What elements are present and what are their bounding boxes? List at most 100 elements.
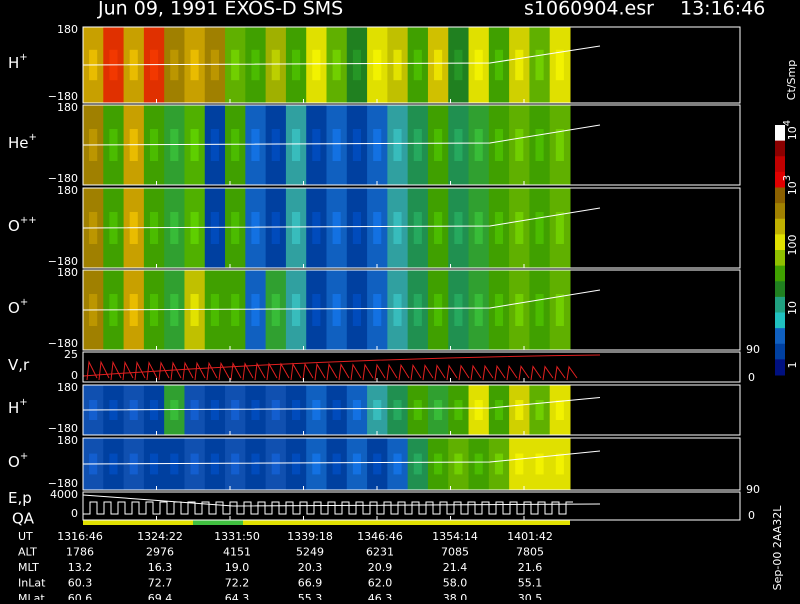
axis-top-label: 4000 — [50, 488, 78, 501]
spectrogram-core — [352, 49, 361, 81]
spectrogram-core — [494, 49, 504, 81]
panel-label-sup: + — [20, 297, 28, 308]
spectrogram-core — [251, 453, 260, 475]
spectrogram-core — [535, 400, 544, 420]
panel-label-sup: ++ — [20, 215, 37, 226]
spectrogram-core — [413, 294, 422, 326]
spectrogram-core — [251, 212, 260, 244]
range-trace — [82, 354, 601, 377]
cell: 5249 — [296, 546, 324, 559]
axis-bottom-label: −180 — [48, 90, 78, 103]
title: Jun 09, 1991 EXOS-D SMS — [97, 0, 343, 20]
colorbar-label-base: 100 — [786, 235, 799, 256]
spectrogram-core — [231, 453, 240, 475]
panel-frame — [82, 437, 741, 491]
trace-line — [82, 207, 601, 229]
spectrogram-core — [271, 453, 280, 475]
spectrogram-core — [210, 49, 219, 81]
spectrogram-core — [312, 212, 321, 244]
cell: 1316:46 — [57, 530, 103, 543]
cell: 46.3 — [368, 592, 393, 600]
panel-label: O+ — [8, 297, 28, 317]
trace-line — [82, 124, 601, 146]
spectrogram-core — [535, 212, 544, 244]
spectrogram-core — [515, 49, 524, 81]
footer: Sep-00 2AA32L — [771, 505, 784, 591]
qa-label: QA — [12, 510, 35, 528]
spectrogram-core — [292, 453, 301, 475]
spectrogram-core — [434, 453, 443, 475]
row-label: UT — [18, 530, 33, 543]
colorbar-label-base: 10 — [786, 181, 799, 195]
spectrogram-core — [312, 294, 321, 326]
spectrogram-core — [251, 129, 260, 161]
spectrogram-core — [210, 400, 219, 420]
panel-frame — [82, 384, 741, 436]
colorbar-cell — [775, 281, 785, 298]
spectrogram-core — [332, 129, 341, 161]
spectrogram-core — [231, 49, 240, 81]
spectrogram-core — [231, 400, 240, 420]
axis-top-label: 180 — [57, 434, 78, 447]
trace-line — [82, 45, 601, 66]
spectrogram-core — [292, 212, 301, 244]
cell: 66.9 — [298, 577, 323, 590]
cell: 16.3 — [148, 561, 173, 574]
qa-bar-good — [193, 520, 243, 525]
pitch-trace — [82, 494, 601, 507]
cell: 4151 — [223, 546, 251, 559]
cell: 62.0 — [368, 577, 393, 590]
spectrogram-core — [190, 49, 199, 81]
colorbar-cell — [775, 218, 785, 235]
cell: 30.5 — [518, 592, 543, 600]
spectrogram-core — [555, 129, 564, 161]
spectrogram-core — [312, 400, 321, 420]
cell: 1354:14 — [432, 530, 478, 543]
trace-line — [82, 450, 601, 465]
cell: 64.3 — [225, 592, 250, 600]
colorbar-label: 1 — [786, 362, 799, 369]
spectrogram-core — [332, 294, 341, 326]
axis-bottom-label: −180 — [48, 477, 78, 490]
cell: 1786 — [66, 546, 94, 559]
right-axis-top: 90 — [746, 483, 760, 496]
spectrogram-core — [555, 212, 564, 244]
cell: 60.6 — [68, 592, 93, 600]
spectrogram-core — [454, 400, 463, 420]
row-label: MLat — [18, 592, 45, 600]
spectrogram-core — [271, 129, 280, 161]
spectrogram-core — [494, 212, 504, 244]
spectrogram-core — [474, 129, 483, 161]
spectrogram-core — [352, 129, 361, 161]
spectrogram-core — [555, 294, 564, 326]
spectrogram-core — [434, 400, 443, 420]
panel-label-base: O — [8, 453, 20, 471]
cell: 1401:42 — [507, 530, 553, 543]
cell: 20.3 — [298, 561, 323, 574]
spectrogram-core — [515, 453, 524, 475]
spectrogram-core — [332, 453, 341, 475]
spectrogram-core — [555, 49, 564, 81]
panel-label: He+ — [8, 132, 37, 152]
spectrogram-core — [352, 294, 361, 326]
spectrogram-core — [231, 294, 240, 326]
spectrogram-core — [413, 212, 422, 244]
spectrogram-core — [271, 294, 280, 326]
spectrogram-core — [231, 129, 240, 161]
cell: 1339:18 — [287, 530, 333, 543]
panel-label-base: V,r — [8, 356, 30, 374]
right-axis-bottom: 0 — [748, 371, 755, 384]
cell: 69.4 — [148, 592, 173, 600]
spectrogram-core — [210, 129, 219, 161]
spectrogram-core — [231, 212, 240, 244]
cell: 55.1 — [518, 577, 543, 590]
spectrogram-core — [494, 453, 504, 475]
colorbar-cell — [775, 296, 785, 313]
trace-line — [82, 289, 601, 311]
cell: 2976 — [146, 546, 174, 559]
spectrogram-core — [251, 400, 260, 420]
axis-top-label: 180 — [57, 23, 78, 36]
spectrogram-core — [515, 129, 524, 161]
axis-bottom-label: 0 — [71, 507, 78, 520]
cell: 60.3 — [68, 577, 93, 590]
